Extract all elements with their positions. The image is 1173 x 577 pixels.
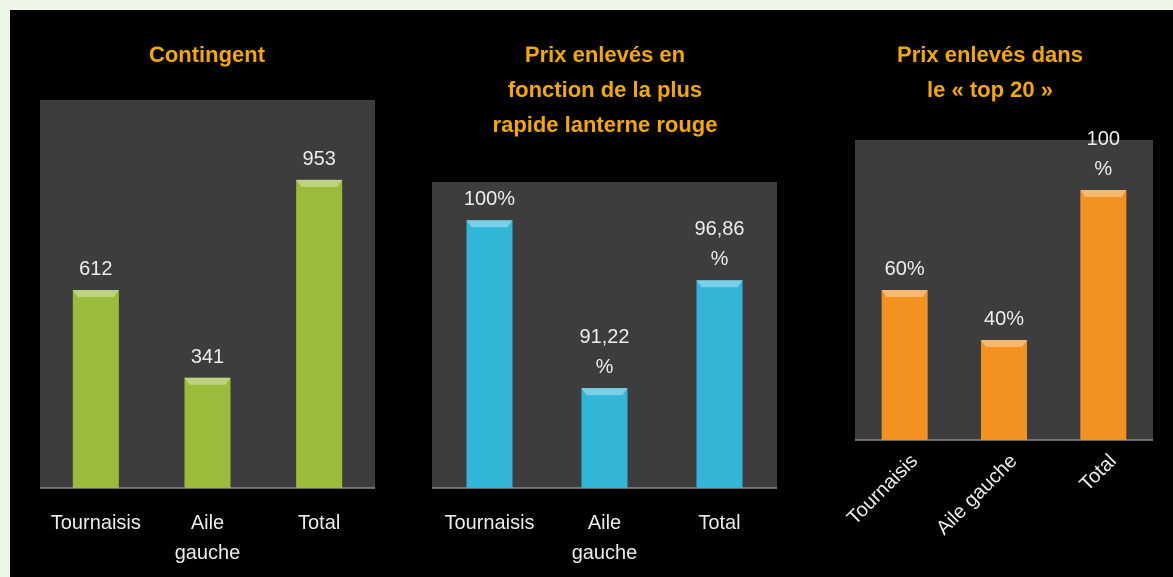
chart-title: Prix enlevés en (525, 42, 685, 67)
bar-cap (581, 388, 628, 396)
value-label: 100 % (1043, 124, 1163, 184)
bar (466, 220, 513, 488)
bar-cap (981, 340, 1027, 347)
x-tick-label: Tournaisis (36, 508, 156, 538)
bar-cap (184, 377, 231, 385)
value-label: 953 (259, 144, 379, 174)
value-label-text: 60% (884, 258, 925, 280)
bar-cap (296, 179, 343, 187)
x-tick-label: Total (259, 508, 379, 538)
x-tick-label-text: Tournaisis (50, 512, 141, 534)
chart-title: Prix enlevés dans (897, 42, 1083, 67)
bar-cap (881, 290, 928, 297)
bar-cap (1080, 190, 1127, 197)
x-tick-label: Tournaisis (430, 508, 550, 538)
x-tick-label-text: Total (298, 512, 341, 534)
bar (881, 290, 928, 440)
bar-cap (466, 220, 513, 228)
bar (581, 388, 628, 488)
bar (981, 340, 1027, 440)
bar-cap (696, 280, 743, 288)
value-label-text: 341 (190, 345, 225, 368)
value-label: 60% (845, 254, 965, 284)
value-label-text: 612 (79, 258, 113, 281)
bar (696, 280, 743, 488)
x-tick-label: Aile gauche (148, 508, 268, 568)
bar (184, 377, 231, 488)
value-label: 100% (430, 184, 550, 214)
value-label: 341 (148, 342, 268, 372)
value-label-text: 100 % (1086, 128, 1121, 180)
x-tick-label: Total (660, 508, 780, 538)
value-label-text: 91,22 % (579, 326, 630, 379)
chart-title: Contingent (149, 42, 266, 67)
value-label-text: 40% (983, 308, 1025, 330)
value-label: 40% (944, 304, 1064, 334)
x-tick-label-text: Total (698, 512, 741, 534)
value-label-text: 96,86 % (694, 218, 745, 271)
x-tick-label-text: Tournaisis (444, 512, 535, 534)
bar-cap (72, 290, 119, 298)
value-label: 612 (36, 254, 156, 284)
chart-title: rapide lanterne rouge (493, 112, 718, 137)
chart-title: le « top 20 » (927, 77, 1053, 102)
value-label-text: 100% (463, 188, 516, 211)
value-label: 96,86 % (660, 214, 780, 274)
x-tick-label: Aile gauche (545, 508, 665, 568)
value-label: 91,22 % (545, 322, 665, 382)
bar (72, 290, 119, 488)
chart-title: fonction de la plus (508, 77, 702, 102)
bar (296, 179, 343, 488)
x-tick-label-text: Aile gauche (571, 512, 638, 564)
bar (1080, 190, 1127, 440)
x-tick-label-text: Aile gauche (174, 512, 241, 564)
value-label-text: 953 (302, 147, 336, 170)
